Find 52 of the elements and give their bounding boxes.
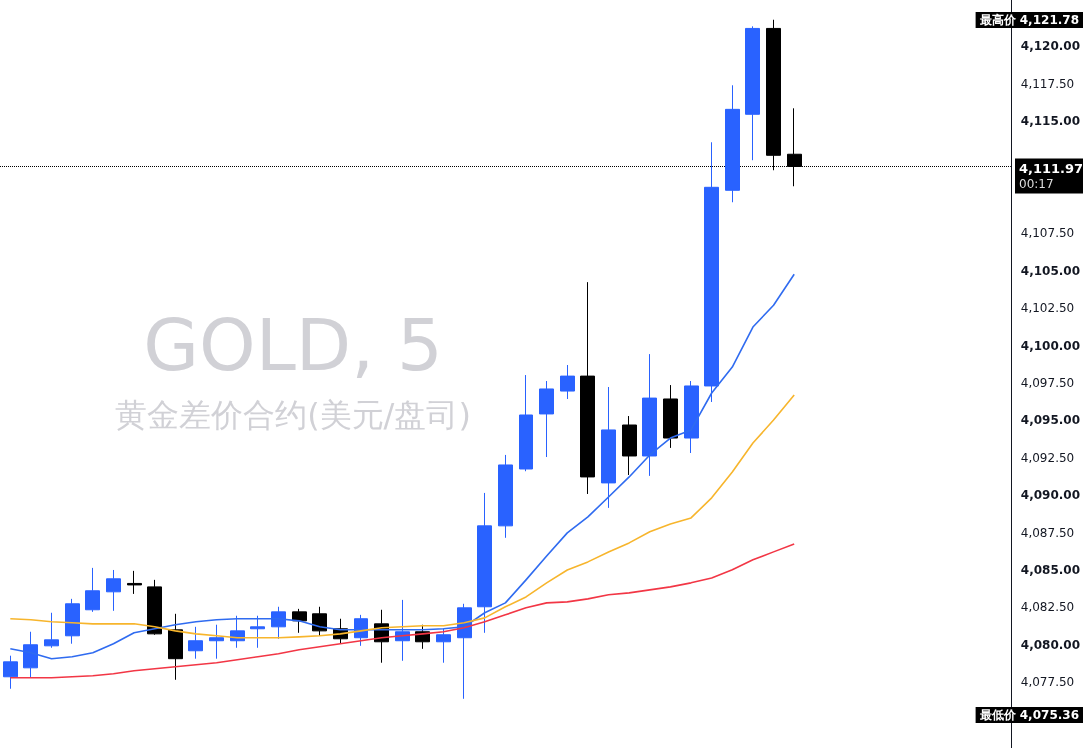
candlestick: [539, 380, 554, 458]
candlestick: [147, 579, 162, 636]
text: 最低价 4,075.36: [978, 708, 1079, 722]
y-tick-label: 4,117.50: [1020, 76, 1075, 91]
candlestick: [622, 415, 637, 476]
candlestick: [127, 570, 142, 595]
y-tick-label: 4,080.00: [1020, 637, 1080, 652]
candlestick: [65, 598, 80, 645]
candlestick: [168, 613, 183, 681]
candlestick: [436, 628, 451, 664]
y-tick-label: 4,097.50: [1020, 375, 1075, 390]
candlestick: [745, 25, 760, 161]
line-series: [9, 543, 795, 679]
text: 最高价 4,121.78: [978, 13, 1079, 27]
y-tick-label: 4,087.50: [1020, 525, 1075, 540]
candlestick: [663, 384, 678, 449]
y-tick-label: 4,092.50: [1020, 450, 1075, 465]
candlestick: [704, 141, 719, 403]
candlestick: [519, 374, 533, 472]
candlestick: [477, 492, 492, 634]
y-tick-label: 4,102.50: [1020, 301, 1075, 316]
y-tick-label: 4,077.50: [1020, 675, 1075, 690]
y-tick-label: 4,095.00: [1020, 413, 1080, 428]
y-tick-label: 4,115.00: [1020, 114, 1080, 129]
candlestick: [725, 84, 740, 203]
candlestick: [684, 380, 699, 454]
candlestick: [3, 655, 18, 690]
candlestick: [642, 353, 657, 477]
line-series: [9, 273, 795, 660]
y-tick-label: 4,120.00: [1020, 39, 1080, 54]
y-tick-label: 4,090.00: [1020, 488, 1080, 503]
candlestick: [601, 386, 616, 509]
candlestick: [188, 626, 203, 660]
y-tick-label: 4,082.50: [1020, 600, 1075, 615]
ref-line-label: 4,111.97: [1019, 161, 1083, 176]
candlestick: [209, 624, 224, 660]
y-tick-label: 4,100.00: [1020, 338, 1080, 353]
candlestick: [292, 608, 307, 634]
y-tick-label: 4,105.00: [1020, 263, 1080, 278]
candlestick: [580, 281, 595, 495]
candlestick: [23, 631, 38, 679]
candlestick: [250, 615, 265, 649]
text: 00:17: [1019, 177, 1054, 191]
candlestick: [312, 606, 327, 637]
y-tick-label: 4,107.50: [1020, 226, 1075, 241]
candlestick: [498, 454, 513, 539]
candlestick: [106, 569, 121, 612]
y-tick-label: 4,085.00: [1020, 562, 1080, 577]
candlestick: [85, 567, 100, 613]
candlestick: [44, 612, 59, 649]
line-series: [9, 394, 795, 639]
candlestick: [560, 364, 575, 400]
